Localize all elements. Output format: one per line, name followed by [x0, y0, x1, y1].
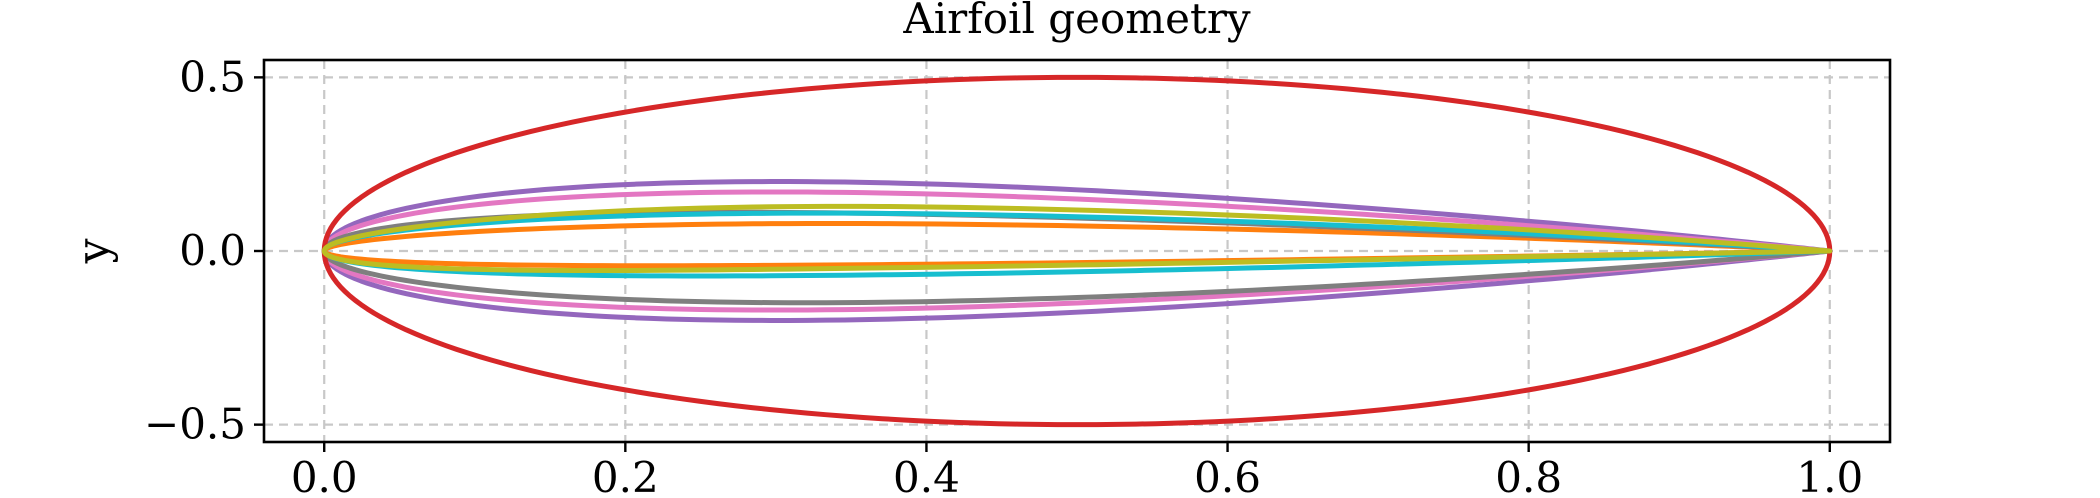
series-layer [321, 74, 1833, 428]
grid-lines [264, 60, 1890, 442]
y-tick-label: 0.0 [179, 226, 246, 275]
x-tick-label: 0.6 [1194, 453, 1261, 498]
y-tick-label: 0.5 [179, 52, 246, 101]
axis-ticks: 0.0 0.2 0.4 0.6 0.8 1.0 −0.5 0.0 0.5 [144, 52, 1863, 498]
x-tick-label: 0.8 [1495, 453, 1562, 498]
y-axis-label: y [68, 238, 119, 264]
x-tick-label: 0.2 [592, 453, 659, 498]
x-tick-label: 1.0 [1796, 453, 1863, 498]
y-tick-label: −0.5 [144, 400, 246, 449]
x-tick-label: 0.0 [291, 453, 358, 498]
chart-title: Airfoil geometry [902, 0, 1251, 43]
airfoil-series-line [321, 203, 1833, 274]
x-tick-label: 0.4 [893, 453, 960, 498]
